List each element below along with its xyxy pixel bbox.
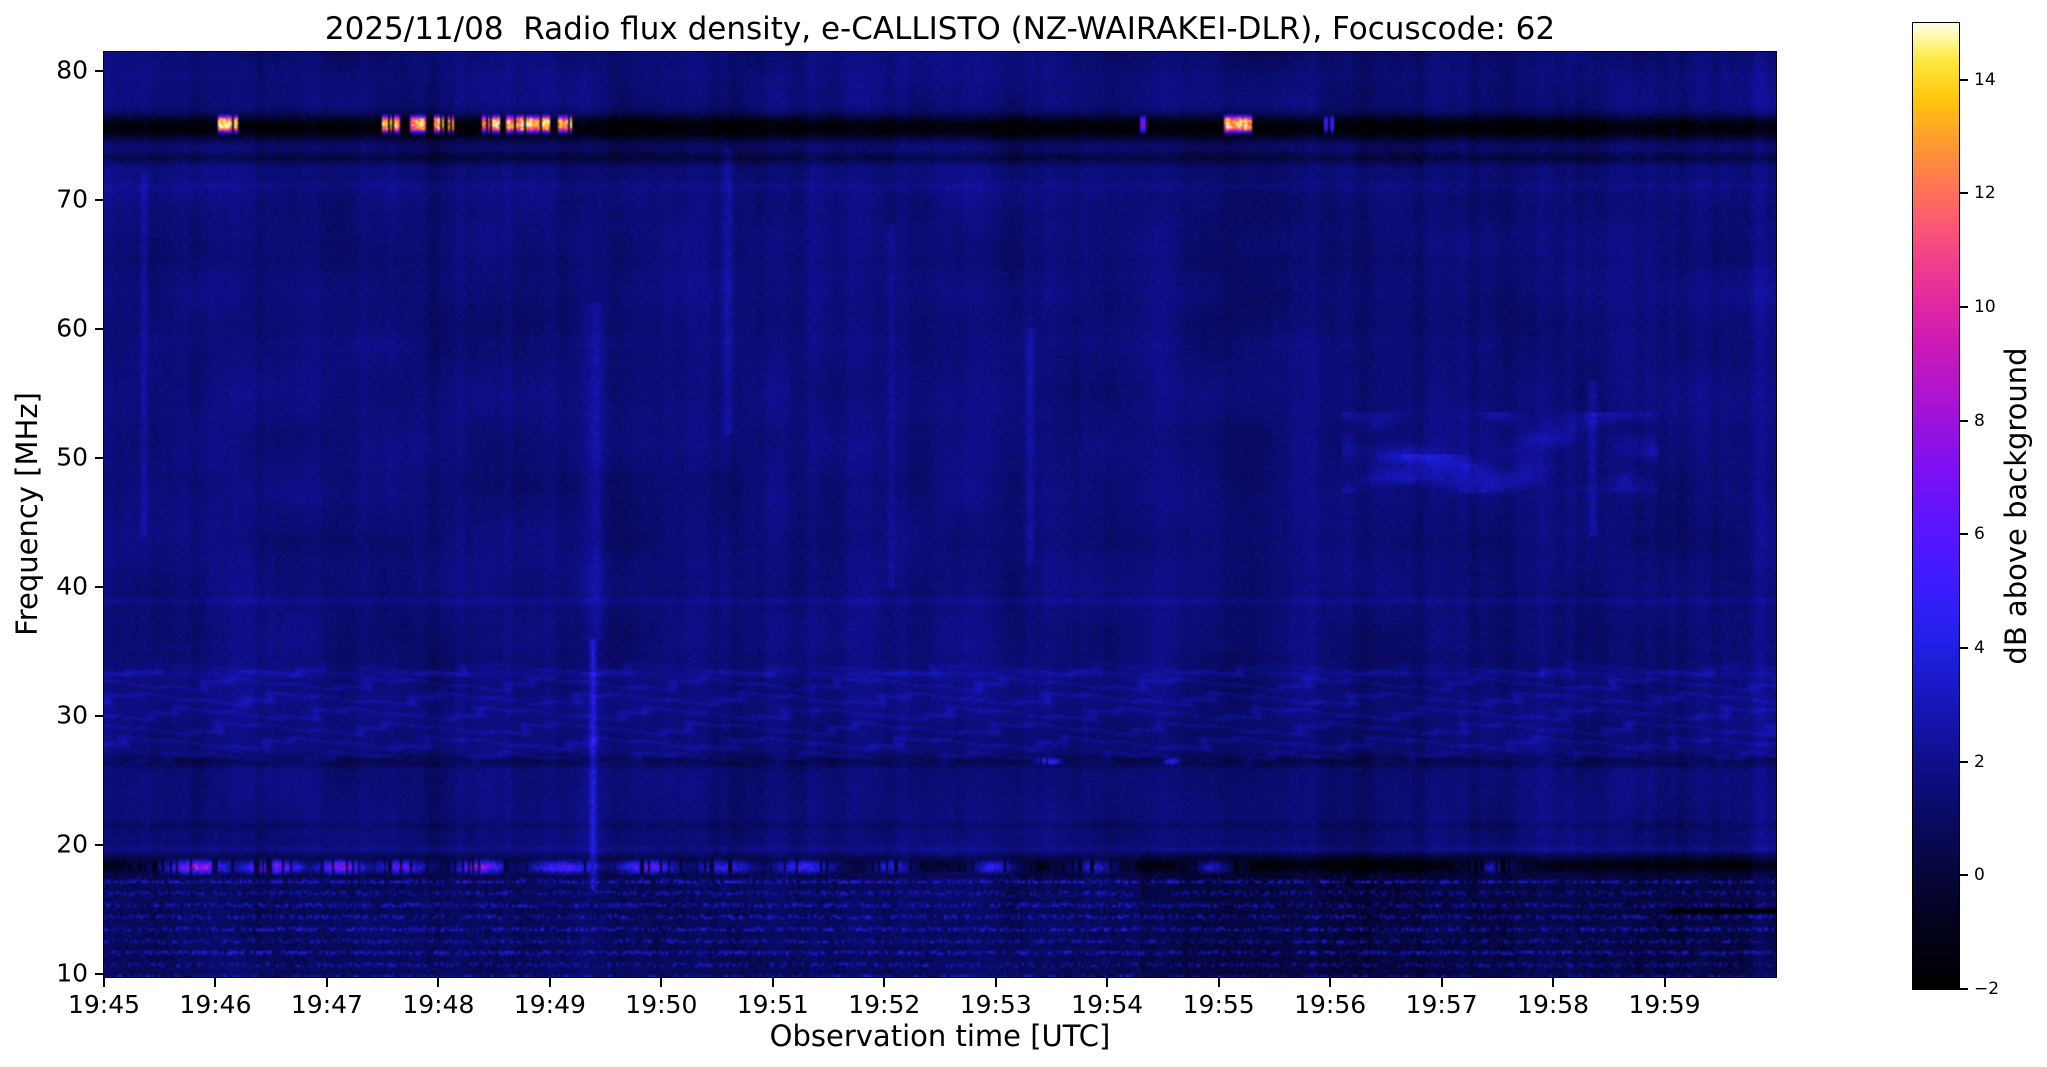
y-tick-label: 30 xyxy=(56,700,88,730)
colorbar-tick-label: 8 xyxy=(1974,410,1985,431)
x-tick-mark xyxy=(214,978,217,987)
y-tick-mark xyxy=(95,199,104,202)
y-tick-mark xyxy=(95,844,104,847)
colorbar-gradient xyxy=(1913,23,1959,989)
colorbar-tick-mark xyxy=(1960,78,1968,81)
x-tick-mark xyxy=(325,978,328,987)
x-tick-label: 19:52 xyxy=(848,990,921,1019)
colorbar-tick-mark xyxy=(1960,760,1968,763)
colorbar-tick-label: 12 xyxy=(1974,183,1996,204)
y-tick-mark xyxy=(95,973,104,976)
colorbar-tick-mark xyxy=(1960,306,1968,309)
y-tick-label: 50 xyxy=(56,442,88,472)
colorbar-tick-label: 4 xyxy=(1974,638,1985,659)
x-tick-mark xyxy=(994,978,997,987)
x-tick-label: 19:49 xyxy=(513,990,586,1019)
x-axis-label: Observation time [UTC] xyxy=(769,1019,1111,1053)
x-tick-mark xyxy=(660,978,663,987)
colorbar-tick-mark xyxy=(1960,419,1968,422)
colorbar-tick-mark xyxy=(1960,988,1968,990)
x-tick-label: 19:57 xyxy=(1405,990,1478,1019)
colorbar-label: dB above background xyxy=(1999,347,2033,665)
y-tick-label: 20 xyxy=(56,829,88,859)
y-tick-mark xyxy=(95,457,104,460)
spectrogram-image xyxy=(104,52,1776,977)
y-tick-label: 70 xyxy=(56,184,88,214)
colorbar-tick-label: 6 xyxy=(1974,524,1985,545)
y-tick-label: 60 xyxy=(56,313,88,343)
x-tick-mark xyxy=(1663,978,1666,987)
x-tick-label: 19:51 xyxy=(736,990,809,1019)
x-tick-mark xyxy=(883,978,886,987)
colorbar-tick-label: 10 xyxy=(1974,297,1996,318)
y-tick-label: 80 xyxy=(56,55,88,85)
colorbar-tick-mark xyxy=(1960,192,1968,195)
y-tick-mark xyxy=(95,328,104,331)
colorbar-tick-mark xyxy=(1960,533,1968,536)
x-tick-label: 19:46 xyxy=(179,990,252,1019)
colorbar-tick-label: −2 xyxy=(1974,979,2000,999)
colorbar-tick-mark xyxy=(1960,647,1968,650)
x-tick-label: 19:54 xyxy=(1071,990,1144,1019)
x-tick-label: 19:45 xyxy=(67,990,141,1019)
x-tick-mark xyxy=(103,978,105,987)
x-tick-label: 19:55 xyxy=(1182,990,1255,1019)
x-tick-mark xyxy=(1217,978,1220,987)
colorbar-tick-mark xyxy=(1960,874,1968,877)
x-tick-mark xyxy=(548,978,551,987)
x-tick-label: 19:50 xyxy=(625,990,698,1019)
y-tick-mark xyxy=(95,715,104,718)
x-tick-mark xyxy=(771,978,774,987)
y-axis-label: Frequency [MHz] xyxy=(10,392,44,636)
x-tick-label: 19:53 xyxy=(959,990,1032,1019)
y-tick-label: 40 xyxy=(56,571,88,601)
x-tick-mark xyxy=(1552,978,1555,987)
x-tick-mark xyxy=(1329,978,1332,987)
x-tick-label: 19:47 xyxy=(290,990,363,1019)
x-tick-mark xyxy=(1106,978,1109,987)
x-tick-mark xyxy=(1440,978,1443,987)
x-tick-mark xyxy=(437,978,440,987)
x-tick-label: 19:59 xyxy=(1628,990,1701,1019)
x-tick-label: 19:48 xyxy=(402,990,475,1019)
colorbar-tick-label: 2 xyxy=(1974,751,1985,772)
y-tick-mark xyxy=(95,586,104,589)
colorbar-tick-label: 0 xyxy=(1974,865,1985,886)
y-tick-label: 10 xyxy=(56,958,88,988)
y-tick-mark xyxy=(95,70,104,73)
x-tick-label: 19:56 xyxy=(1294,990,1367,1019)
x-tick-label: 19:58 xyxy=(1517,990,1590,1019)
colorbar-tick-label: 14 xyxy=(1974,69,1996,90)
chart-title: 2025/11/08 Radio flux density, e-CALLIST… xyxy=(324,11,1556,47)
